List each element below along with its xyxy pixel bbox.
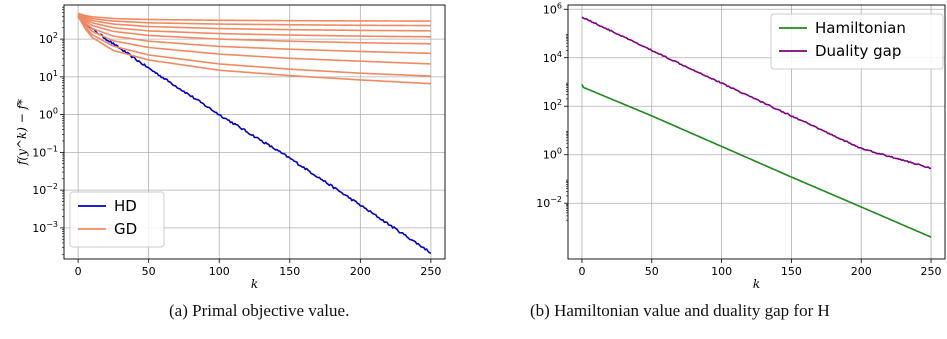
x-tick-label: 50 [142,265,156,278]
series-line-gd-9 [77,15,431,85]
x-tick-label: 200 [851,265,872,278]
series-line-gd-1 [77,12,431,22]
y-tick-label: 10−1 [32,144,58,159]
legend-label-hamiltonian: Hamiltonian [815,19,906,37]
y-tick-label: 10−3 [32,220,58,235]
caption-a: (a) Primal objective value. [169,301,350,320]
x-tick-label: 0 [75,265,82,278]
series-line-gd-6 [77,14,431,55]
y-tick-label: 100 [543,147,562,162]
y-tick-label: 102 [39,31,58,46]
series-line-gd-8 [77,15,431,77]
x-tick-label: 150 [279,265,300,278]
x-axis-label: k [753,277,760,291]
y-tick-label: 101 [39,69,58,84]
y-tick-label: 104 [543,50,562,65]
series-line-duality-gap [581,16,932,170]
y-tick-label: 106 [543,1,562,16]
x-tick-label: 100 [711,265,732,278]
series-line-gd-5 [77,14,431,45]
axes-frame [567,4,946,260]
series-line-hamiltonian [581,84,932,238]
x-tick-label: 200 [350,265,371,278]
x-axis-label: k [251,277,258,291]
legend-label-gd: GD [114,220,137,238]
x-tick-label: 50 [645,265,659,278]
series-line-gd-2 [77,12,431,27]
x-tick-label: 100 [209,265,230,278]
axes-frame [63,4,446,260]
legend-box [770,13,944,70]
y-tick-label: 10−2 [32,182,58,197]
panel-a-primal-objective: 0 50 100 150 200 250 102 101 100 10−1 10−2 10−3 k f(y… [15,4,446,291]
y-tick-label: 100 [39,107,58,122]
legend-label-hd: HD [114,197,137,215]
series-line-gd-4 [77,13,431,38]
legend-label-duality-gap: Duality gap [815,42,901,60]
x-tick-label: 0 [578,265,585,278]
y-tick-label: 10−2 [536,195,562,210]
series-line-gd-7 [77,15,431,65]
series-line-gd-3 [77,13,431,32]
panel-b-hamiltonian-duality-gap: 0 50 100 150 200 250 106 104 102 100 10−2 k Hamilton… [536,1,946,291]
x-tick-label: 250 [420,265,441,278]
x-tick-label: 150 [781,265,802,278]
y-axis-label: f(y^k) − f* [15,99,29,166]
x-tick-label: 250 [921,265,942,278]
series-line-hd-0 [77,15,432,255]
figure-canvas: 0 50 100 150 200 250 102 101 100 10−1 10−2 10−3 k f(y… [15,1,946,291]
y-tick-label: 102 [543,98,562,113]
caption-b: (b) Hamiltonian value and duality gap fo… [530,301,830,320]
